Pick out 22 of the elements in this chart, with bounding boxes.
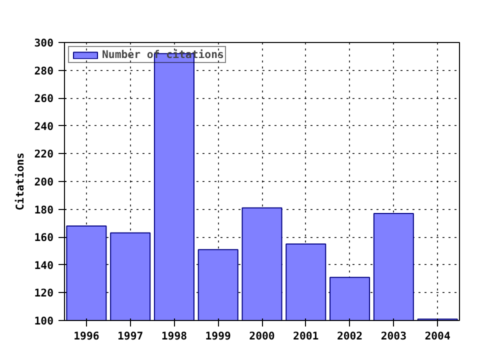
legend-label: Number of citations <box>102 48 224 61</box>
y-tick-label: 120 <box>34 286 54 300</box>
x-tick-label: 2002 <box>336 330 363 342</box>
x-tick-label: 2004 <box>424 330 450 342</box>
y-tick-label: 260 <box>34 92 54 106</box>
x-tick-label: 2003 <box>380 330 407 342</box>
x-tick-label: 2000 <box>249 330 275 342</box>
y-tick-label: 300 <box>34 36 54 50</box>
y-tick-label: 180 <box>34 203 54 216</box>
x-tick-label: 1999 <box>205 330 231 342</box>
x-tick-label: 1996 <box>74 330 100 342</box>
y-tick-label: 220 <box>34 148 54 161</box>
y-axis-title: Citations <box>13 152 26 210</box>
y-tick-label: 140 <box>34 258 54 272</box>
y-tick-label: 160 <box>34 231 54 244</box>
x-tick-label: 1998 <box>161 330 188 342</box>
y-tick-label: 200 <box>34 176 54 188</box>
y-tick-label: 240 <box>34 120 54 133</box>
x-tick-label: 1997 <box>118 330 144 342</box>
y-tick-label: 100 <box>34 314 54 328</box>
x-tick-label: 2001 <box>293 330 319 342</box>
y-tick-label: 280 <box>34 64 54 78</box>
